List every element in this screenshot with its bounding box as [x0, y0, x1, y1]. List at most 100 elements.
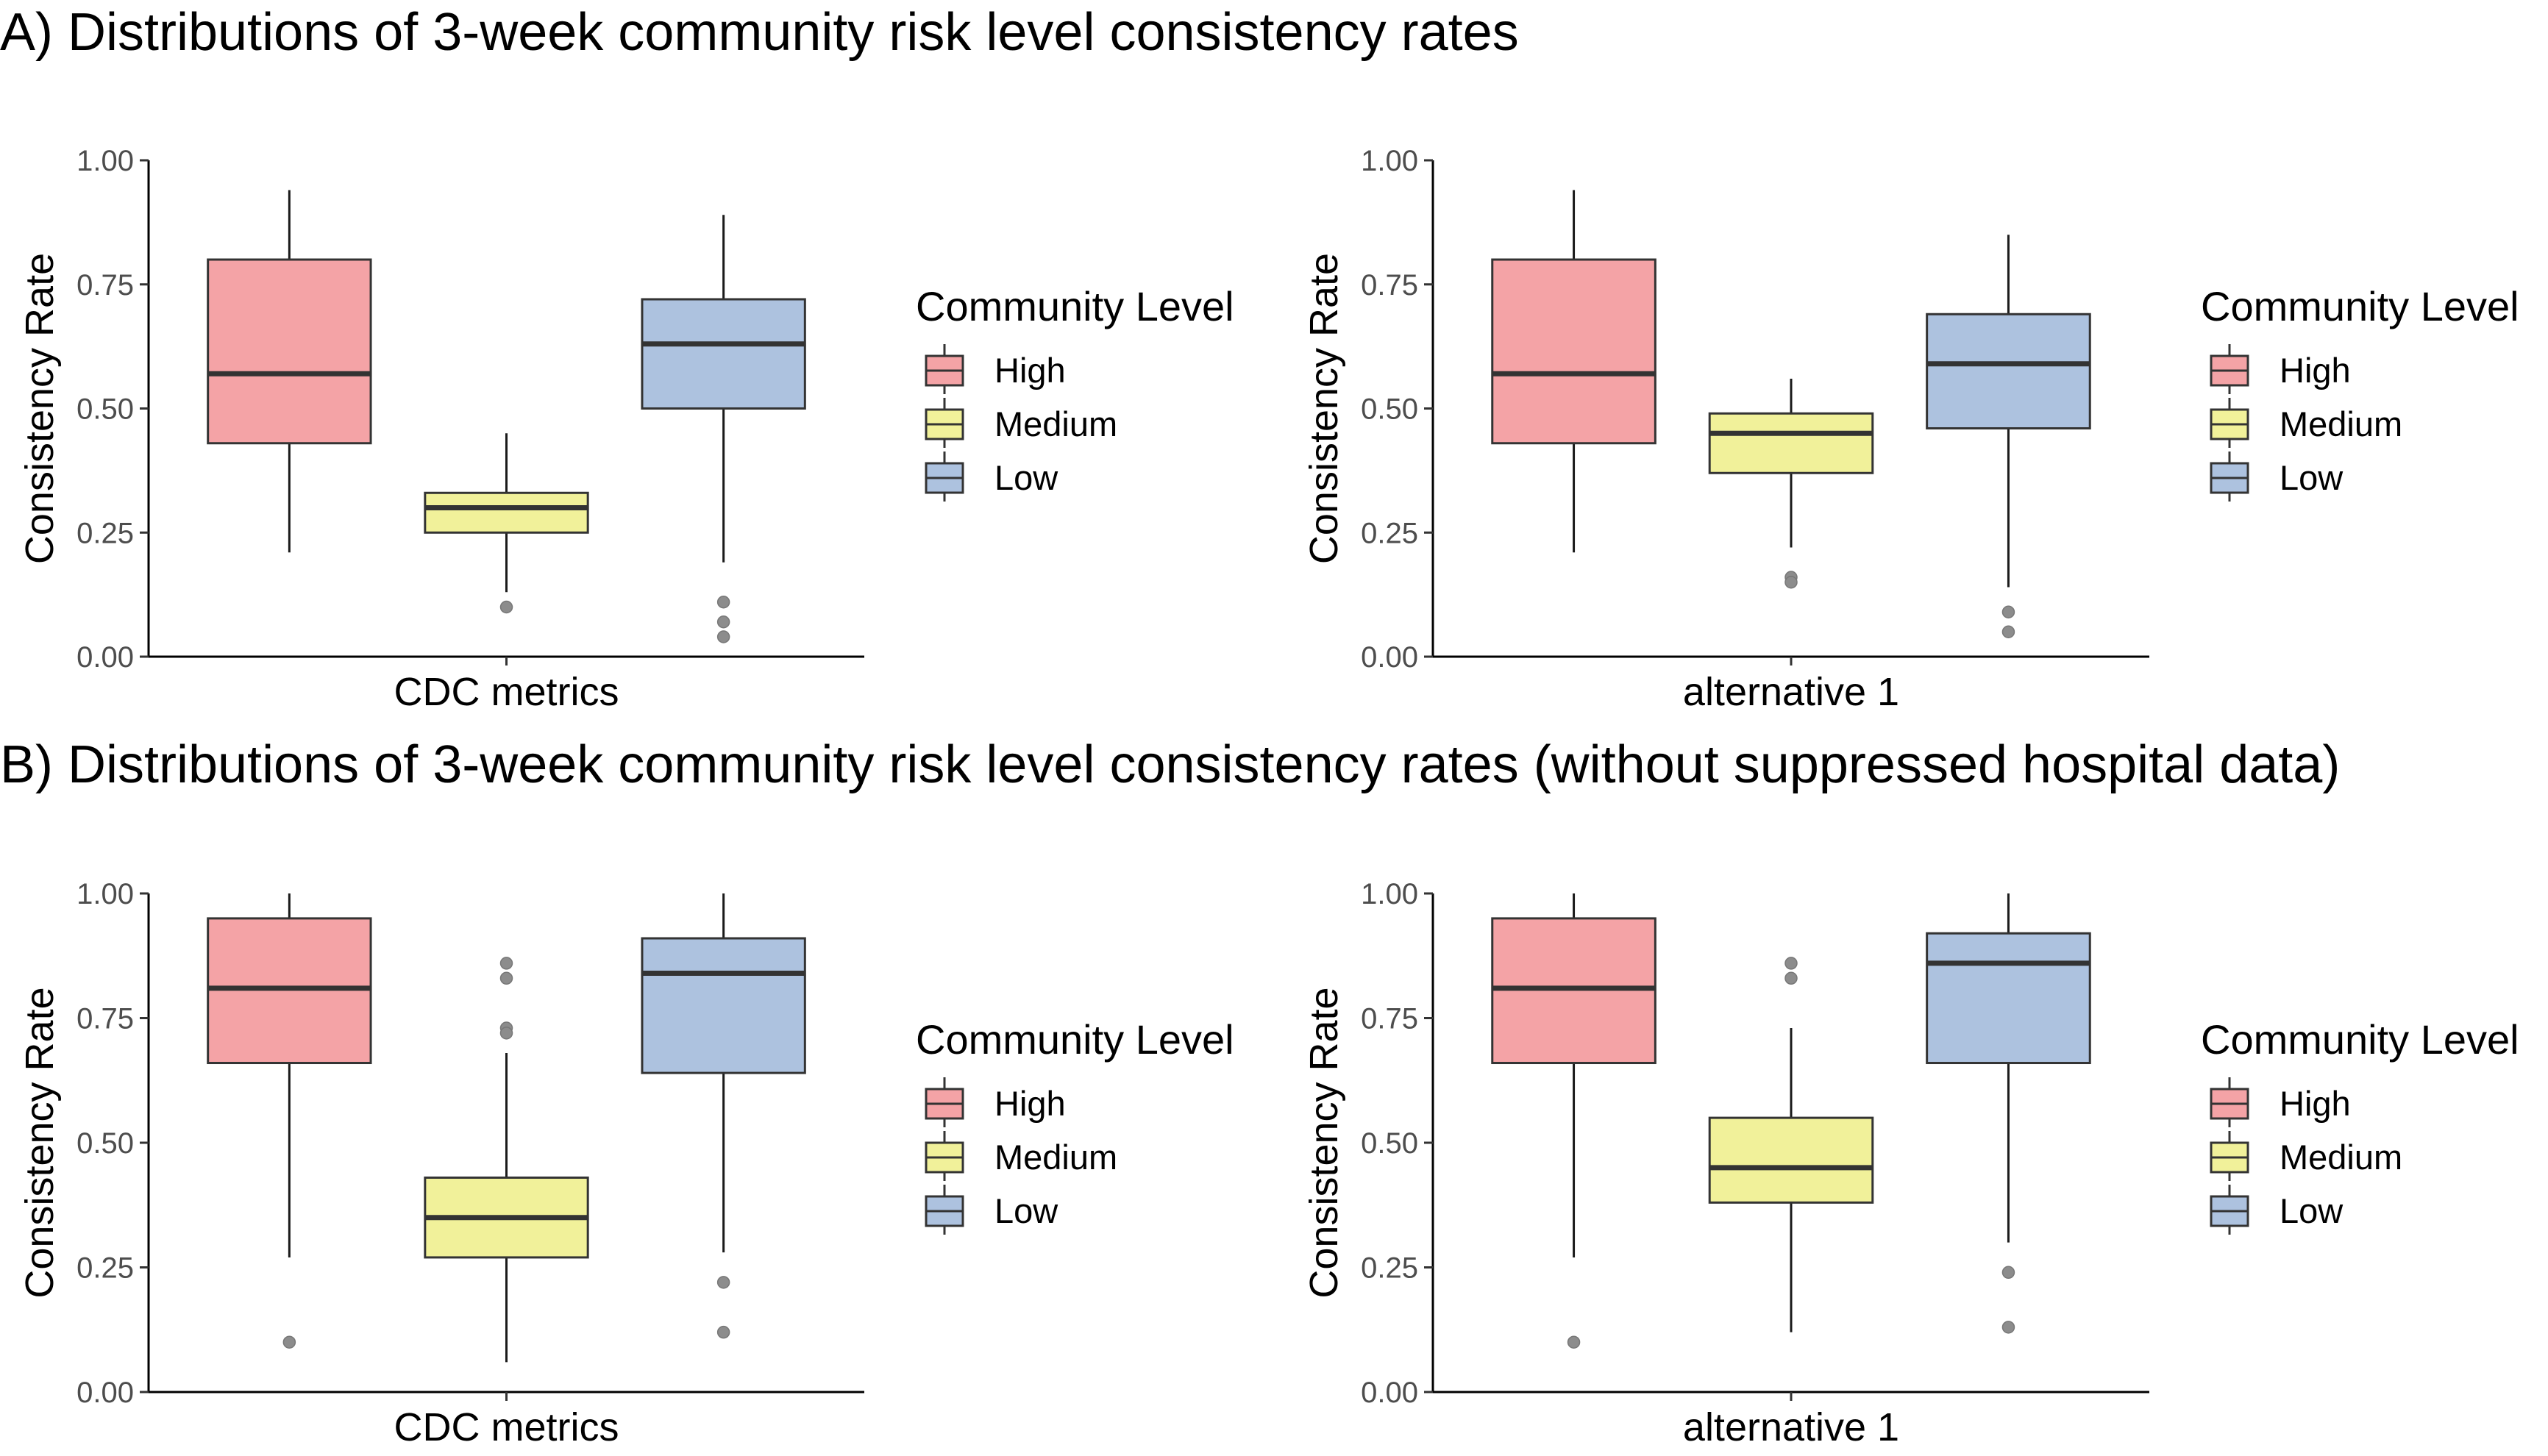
y-tick-label: 0.25: [1361, 1252, 1418, 1285]
legend-label-high: High: [994, 351, 1066, 390]
outlier-point: [1784, 957, 1798, 970]
box-iqr: [424, 491, 589, 534]
legend-label-high: High: [994, 1084, 1066, 1123]
outlier-point: [282, 1335, 296, 1349]
box-iqr: [1491, 258, 1656, 445]
legend: Community Level High Medium Low: [916, 283, 1234, 502]
x-category-label: alternative 1: [1683, 670, 1899, 714]
y-tick-label: 0.50: [1361, 393, 1418, 426]
legend-label-low: Low: [994, 458, 1058, 497]
y-axis-title: Consistency Rate: [18, 253, 62, 564]
box-high: [1491, 893, 1656, 1349]
legend-key-medium: [925, 1131, 964, 1181]
outlier-point: [716, 1325, 730, 1339]
y-tick-label: 1.00: [1361, 878, 1418, 910]
outlier-point: [499, 600, 513, 614]
outlier-point: [2001, 1321, 2015, 1334]
y-tick-label: 0.25: [1361, 517, 1418, 549]
box-iqr: [1926, 932, 2091, 1065]
box-iqr: [641, 937, 806, 1074]
box-low: [1926, 893, 2091, 1334]
y-axis-title: Consistency Rate: [1302, 253, 1346, 564]
legend: Community Level High Medium Low: [2201, 283, 2519, 502]
legend-title: Community Level: [2201, 1016, 2519, 1063]
legend-key-low: [925, 452, 964, 502]
y-tick-label: 0.25: [76, 1252, 134, 1285]
chart-panel-3: 0.00 0.25 0.50 0.75 1.00 Consistency Rate CDC …: [18, 878, 1234, 1449]
chart-panel-4: 0.00 0.25 0.50 0.75 1.00 Consistency Rate alte…: [1302, 878, 2519, 1449]
legend: Community Level High Medium Low: [916, 1016, 1234, 1235]
section-a-title: A) Distributions of 3-week community ris…: [0, 3, 1519, 62]
legend-key-high: [925, 344, 964, 394]
legend-label-low: Low: [2280, 458, 2344, 497]
box-medium: [1708, 379, 1874, 589]
legend-label-medium: Medium: [994, 404, 1117, 443]
y-axis-title: Consistency Rate: [1302, 987, 1346, 1298]
legend-label-medium: Medium: [2280, 1138, 2402, 1177]
y-tick-label: 0.50: [76, 393, 134, 426]
chart-panel-1: 0.00 0.25 0.50 0.75 1.00 Consistency Rate CDC …: [18, 145, 1234, 714]
outlier-point: [1784, 576, 1798, 589]
legend-key-medium: [925, 398, 964, 448]
y-tick-label: 0.75: [1361, 1003, 1418, 1035]
y-tick-label: 0.25: [76, 517, 134, 549]
legend-key-high: [2210, 344, 2249, 394]
outlier-point: [2001, 605, 2015, 618]
outlier-point: [1567, 1335, 1581, 1349]
y-tick-label: 0.50: [1361, 1127, 1418, 1160]
box-iqr: [1708, 1116, 1874, 1204]
outlier-point: [716, 630, 730, 643]
box-medium: [424, 433, 589, 614]
legend-label-medium: Medium: [2280, 404, 2402, 443]
outlier-point: [2001, 1266, 2015, 1280]
legend-label-low: Low: [994, 1191, 1058, 1230]
chart-panel-2: 0.00 0.25 0.50 0.75 1.00 Consistency Rate alte…: [1302, 145, 2519, 714]
box-low: [641, 215, 806, 643]
box-high: [207, 190, 372, 553]
legend-title: Community Level: [916, 283, 1234, 329]
legend-label-high: High: [2280, 351, 2351, 390]
legend-key-high: [925, 1077, 964, 1127]
legend-key-low: [925, 1185, 964, 1235]
y-tick-label: 0.00: [76, 1377, 134, 1409]
y-tick-label: 0.00: [76, 641, 134, 674]
box-iqr: [1926, 313, 2091, 429]
box-low: [641, 893, 806, 1339]
box-medium: [1708, 957, 1874, 1332]
y-axis-title: Consistency Rate: [18, 987, 62, 1298]
outlier-point: [716, 1276, 730, 1289]
y-tick-label: 1.00: [1361, 145, 1418, 177]
legend-key-low: [2210, 1185, 2249, 1235]
section-b-title: B) Distributions of 3-week community ris…: [0, 735, 2341, 794]
y-tick-label: 0.75: [76, 1003, 134, 1035]
legend-label-low: Low: [2280, 1191, 2344, 1230]
outlier-point: [716, 615, 730, 629]
x-category-label: alternative 1: [1683, 1405, 1899, 1449]
box-high: [1491, 190, 1656, 553]
legend-key-medium: [2210, 1131, 2249, 1181]
legend-key-medium: [2210, 398, 2249, 448]
y-tick-label: 0.75: [76, 269, 134, 301]
y-tick-label: 0.50: [76, 1127, 134, 1160]
box-medium: [424, 957, 589, 1363]
legend-label-medium: Medium: [994, 1138, 1117, 1177]
x-category-label: CDC metrics: [394, 670, 619, 714]
y-tick-label: 0.00: [1361, 641, 1418, 674]
box-high: [207, 893, 372, 1349]
box-iqr: [641, 298, 806, 410]
legend-title: Community Level: [916, 1016, 1234, 1063]
legend-key-high: [2210, 1077, 2249, 1127]
outlier-point: [499, 971, 513, 985]
x-category-label: CDC metrics: [394, 1405, 619, 1449]
legend-label-high: High: [2280, 1084, 2351, 1123]
y-tick-label: 0.00: [1361, 1377, 1418, 1409]
outlier-point: [1784, 971, 1798, 985]
y-tick-label: 0.75: [1361, 269, 1418, 301]
outlier-point: [2001, 625, 2015, 638]
legend: Community Level High Medium Low: [2201, 1016, 2519, 1235]
outlier-point: [716, 596, 730, 609]
y-tick-label: 1.00: [76, 145, 134, 177]
outlier-point: [499, 957, 513, 970]
legend-key-low: [2210, 452, 2249, 502]
